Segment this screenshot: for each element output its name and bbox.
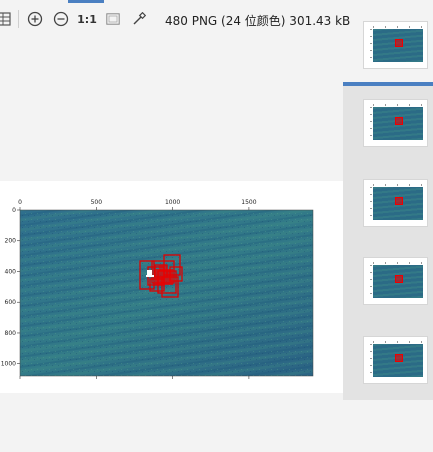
thumbnail-axis <box>373 184 423 186</box>
image-viewer-canvas[interactable]: 0 500 1000 1500 0 200 400 600 800 1000 <box>0 181 343 393</box>
y-tick-label: 1000 <box>1 361 16 368</box>
detection-image: 0 500 1000 1500 0 200 400 600 800 1000 <box>1 199 314 379</box>
detection-fill <box>146 265 173 285</box>
y-axis: 0 200 400 600 800 1000 <box>1 207 20 368</box>
y-tick-label: 400 <box>5 268 17 275</box>
thumbnail-box-marker <box>395 197 403 205</box>
thumbnail-plot <box>373 107 423 140</box>
thumbnail-axis <box>370 265 372 298</box>
thumbnail-plot <box>373 344 423 377</box>
toolbar: 1:1 480 PNG (24 位颜色) 301.43 kB <box>0 4 433 34</box>
eyedropper-icon[interactable] <box>130 10 148 28</box>
thumbnail-axis <box>370 107 372 140</box>
thumbnail-axis <box>370 29 372 62</box>
grid-icon[interactable] <box>0 10 12 28</box>
thumbnail-axis <box>373 26 423 28</box>
x-tick-label: 1000 <box>165 199 180 206</box>
y-tick-label: 200 <box>5 238 17 245</box>
thumbnail-1[interactable] <box>364 22 427 68</box>
thumbnail-plot <box>373 29 423 62</box>
x-tick-label: 0 <box>18 199 22 206</box>
thumbnail-3[interactable] <box>364 180 427 226</box>
x-tick-label: 500 <box>91 199 103 206</box>
thumbnail-4[interactable] <box>364 258 427 304</box>
thumbnail-box-marker <box>395 275 403 283</box>
zoom-in-icon[interactable] <box>26 10 44 28</box>
thumbnail-plot <box>373 187 423 220</box>
toolbar-separator <box>18 10 19 28</box>
x-axis: 0 500 1000 1500 <box>18 199 257 379</box>
thumbnail-axis <box>370 344 372 377</box>
thumbnail-axis <box>373 104 423 106</box>
thumbnail-5[interactable] <box>364 337 427 383</box>
y-tick-label: 600 <box>5 299 17 306</box>
thumbnail-axis <box>373 341 423 343</box>
y-tick-label: 800 <box>5 330 17 337</box>
thumbnail-box-marker <box>395 117 403 125</box>
thumbnail-2[interactable] <box>364 100 427 146</box>
thumbnail-strip-divider <box>343 82 433 86</box>
actual-size-button[interactable]: 1:1 <box>77 12 97 26</box>
fit-to-window-icon[interactable] <box>104 10 122 28</box>
thumbnail-box-marker <box>395 39 403 47</box>
x-tick-label: 1500 <box>241 199 256 206</box>
thumbnail-box-marker <box>395 354 403 362</box>
zoom-out-icon[interactable] <box>52 10 70 28</box>
thumbnail-axis <box>373 262 423 264</box>
thumbnail-plot <box>373 265 423 298</box>
image-info-label: 480 PNG (24 位颜色) 301.43 kB <box>165 14 351 28</box>
thumbnail-axis <box>370 187 372 220</box>
y-tick-label: 0 <box>12 207 16 214</box>
active-tab-indicator <box>68 0 104 3</box>
